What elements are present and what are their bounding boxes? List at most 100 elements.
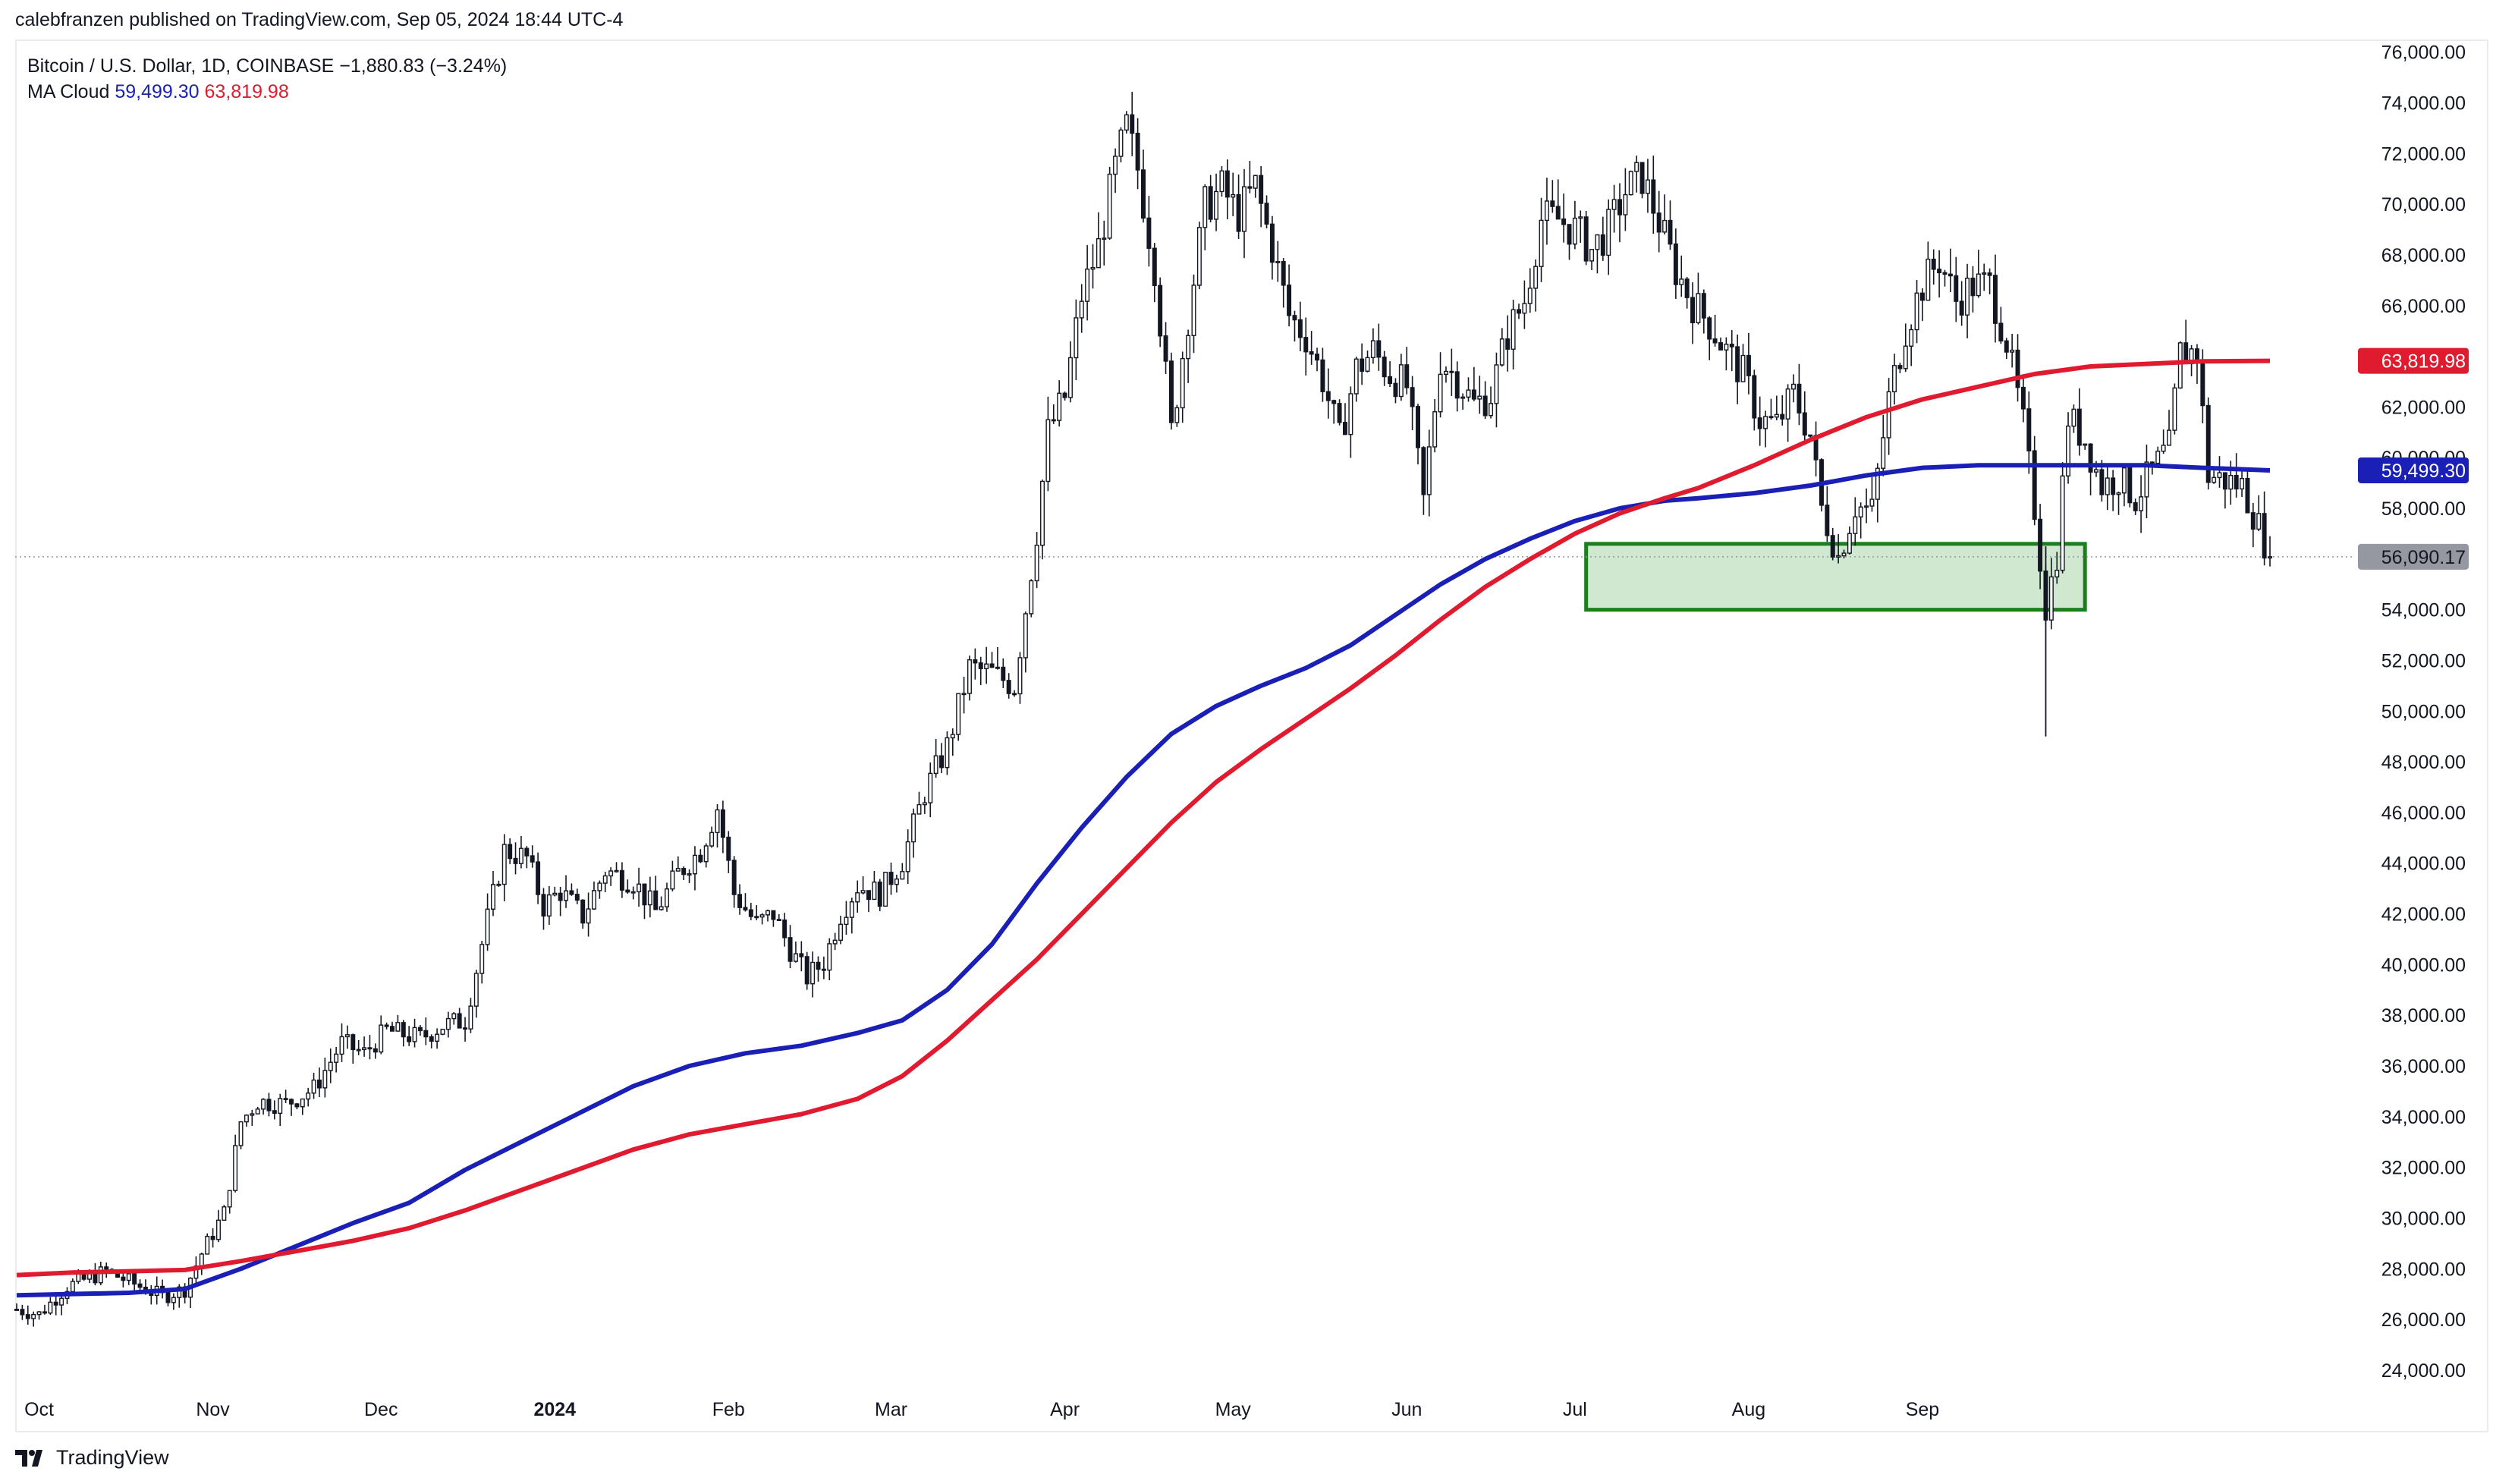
candle — [602, 871, 608, 892]
candle-body-down — [1757, 417, 1762, 429]
candle — [339, 1023, 344, 1062]
candle — [238, 1121, 244, 1149]
candle-body-up — [2116, 492, 2121, 495]
candle — [1785, 384, 1790, 442]
candle-body-down — [210, 1235, 215, 1240]
candle — [1583, 211, 1589, 266]
candle-body-down — [1163, 335, 1168, 362]
time-tick-label: Jul — [1563, 1399, 1587, 1420]
candle — [1118, 127, 1124, 163]
candle-body-up — [1645, 179, 1650, 194]
candle-body-down — [2245, 478, 2250, 514]
candle-body-up — [1466, 389, 1471, 398]
candle-body-down — [776, 919, 781, 922]
candle — [518, 835, 523, 869]
candle-body-down — [1600, 234, 1605, 256]
candle-body-down — [463, 1027, 468, 1030]
candle-body-up — [1057, 392, 1062, 421]
candle-body-up — [703, 845, 709, 863]
candle — [344, 1025, 350, 1049]
candle-body-up — [1124, 114, 1129, 131]
price-axis[interactable]: 76,000.00 74,000.00 72,000.00 70,000.00 68,0… — [2381, 42, 2466, 1382]
candle-body-down — [1404, 364, 1410, 388]
candle-body-up — [687, 873, 692, 876]
candle — [1909, 324, 1914, 366]
legend-symbol-row[interactable]: Bitcoin / U.S. Dollar, 1D, COINBASE −1,8… — [27, 53, 507, 79]
candle — [687, 869, 692, 883]
candle-body-down — [653, 890, 659, 910]
candle-body-up — [356, 1049, 361, 1052]
candle — [25, 1305, 30, 1325]
candle-body-down — [995, 666, 1000, 669]
candle-body-up — [2093, 469, 2098, 473]
candle — [1539, 197, 1544, 282]
footer-brand[interactable]: TradingView — [15, 1446, 169, 1470]
candle-body-up — [860, 890, 866, 894]
candle — [860, 876, 866, 894]
candle-body-up — [670, 870, 675, 890]
candle-body-down — [1583, 216, 1589, 262]
candle-body-down — [1942, 272, 1948, 275]
candle — [546, 885, 552, 925]
price-tick-label: 48,000.00 — [2381, 752, 2466, 773]
candle-body-up — [473, 973, 479, 1007]
candle-body-down — [877, 881, 882, 907]
legend-indicator-row[interactable]: MA Cloud 59,499.30 63,819.98 — [27, 79, 507, 105]
candle — [905, 829, 910, 884]
time-tick-label: Apr — [1050, 1399, 1080, 1420]
candle-body-up — [1696, 293, 1701, 324]
time-axis[interactable]: Oct Nov Dec 2024 Feb Mar Apr May Jun Jul Aug Sep — [24, 1399, 1939, 1420]
candle — [244, 1114, 249, 1127]
candle-body-down — [804, 956, 810, 985]
candle — [1517, 303, 1521, 319]
candle — [2083, 443, 2088, 450]
candle — [1662, 194, 1668, 235]
candle-body-down — [866, 890, 871, 901]
candle-body-down — [1998, 322, 2004, 342]
candle-body-up — [1634, 162, 1639, 172]
candle-body-up — [328, 1061, 333, 1071]
candle-body-down — [1309, 351, 1314, 355]
candle-body-up — [984, 663, 989, 670]
candle-body-up — [905, 841, 910, 872]
price-tick-label: 76,000.00 — [2381, 42, 2466, 64]
candle — [1443, 366, 1448, 383]
tradingview-logo-icon — [15, 1449, 42, 1467]
candle — [210, 1228, 215, 1248]
candle — [171, 1293, 176, 1310]
candle — [2066, 412, 2071, 484]
candle-body-up — [1370, 340, 1375, 359]
candle-body-down — [574, 894, 580, 901]
candle — [1578, 210, 1583, 244]
candle — [754, 904, 759, 920]
candle — [1802, 391, 1807, 442]
candle — [215, 1209, 221, 1243]
candle — [2116, 491, 2121, 515]
candle — [1208, 174, 1213, 223]
candle-body-down — [2026, 408, 2032, 451]
legend-change: −1,880.83 (−3.24%) — [339, 55, 508, 77]
candle — [810, 951, 816, 998]
candle-body-up — [233, 1145, 238, 1191]
candle — [1466, 377, 1471, 402]
candle-body-down — [1651, 179, 1656, 214]
candle — [362, 1036, 367, 1057]
support-zone-rect[interactable] — [1584, 542, 2087, 612]
candle — [637, 867, 642, 907]
candle-body-down — [1808, 434, 1813, 437]
candle — [1124, 111, 1129, 134]
candle-body-up — [956, 693, 961, 735]
candle — [14, 1303, 19, 1311]
candle — [1903, 323, 1908, 373]
candle — [1864, 488, 1869, 523]
candle-body-up — [496, 883, 501, 886]
candle — [1780, 395, 1785, 426]
candle-body-down — [1382, 357, 1387, 378]
price-tick-label: 32,000.00 — [2381, 1158, 2466, 1179]
candle-body-down — [731, 860, 737, 895]
chart-frame — [15, 39, 2488, 1432]
candle-body-up — [1982, 272, 1987, 275]
candle-body-down — [580, 899, 586, 924]
candle-body-up — [205, 1235, 210, 1255]
